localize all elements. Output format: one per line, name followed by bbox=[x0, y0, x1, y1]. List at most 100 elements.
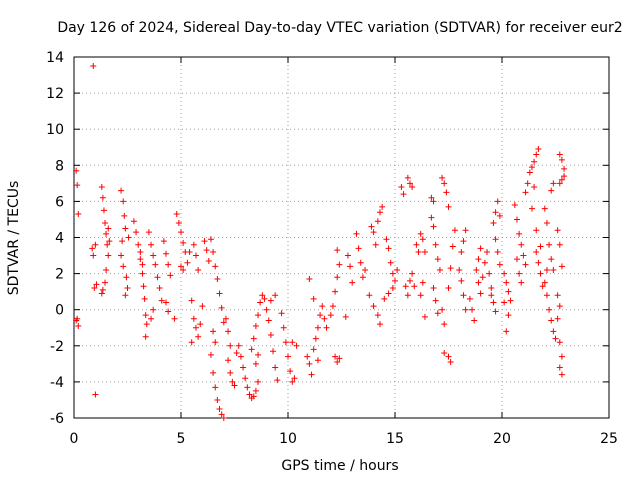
data-point bbox=[103, 230, 110, 237]
data-point bbox=[492, 308, 499, 315]
data-point bbox=[533, 248, 540, 255]
data-point bbox=[336, 261, 343, 268]
data-point bbox=[137, 256, 144, 263]
data-point bbox=[471, 317, 478, 324]
data-point bbox=[374, 312, 381, 319]
data-point bbox=[556, 241, 563, 248]
data-point bbox=[336, 355, 343, 362]
data-point bbox=[195, 333, 202, 340]
data-point bbox=[235, 342, 242, 349]
data-point bbox=[543, 292, 550, 299]
data-point bbox=[516, 230, 523, 237]
data-point bbox=[92, 241, 99, 248]
data-point bbox=[558, 263, 565, 270]
data-point bbox=[227, 369, 234, 376]
data-point bbox=[505, 312, 512, 319]
data-point bbox=[205, 257, 212, 264]
data-point bbox=[210, 369, 217, 376]
data-point bbox=[210, 328, 217, 335]
data-point bbox=[413, 241, 420, 248]
data-point bbox=[439, 306, 446, 313]
data-point bbox=[550, 328, 557, 335]
data-point bbox=[105, 252, 112, 259]
data-point bbox=[372, 241, 379, 248]
data-point bbox=[197, 321, 204, 328]
data-points bbox=[73, 63, 568, 421]
data-point bbox=[554, 315, 561, 322]
data-point bbox=[404, 292, 411, 299]
data-point bbox=[421, 248, 428, 255]
data-point bbox=[244, 384, 251, 391]
data-point bbox=[237, 353, 244, 360]
data-point bbox=[314, 357, 321, 364]
data-point bbox=[248, 346, 255, 353]
data-point bbox=[490, 299, 497, 306]
data-point bbox=[494, 198, 501, 205]
data-point bbox=[458, 248, 465, 255]
data-point bbox=[274, 377, 281, 384]
x-tick-label: 15 bbox=[386, 431, 404, 447]
data-point bbox=[526, 169, 533, 176]
data-point bbox=[445, 353, 452, 360]
data-point bbox=[533, 151, 540, 158]
data-point bbox=[188, 297, 195, 304]
data-point bbox=[106, 238, 113, 245]
data-point bbox=[103, 266, 110, 273]
data-point bbox=[123, 274, 130, 281]
data-point bbox=[524, 180, 531, 187]
data-point bbox=[203, 247, 210, 254]
data-point bbox=[212, 263, 219, 270]
data-point bbox=[139, 261, 146, 268]
data-point bbox=[148, 241, 155, 248]
data-point bbox=[370, 303, 377, 310]
data-point bbox=[332, 353, 339, 360]
y-tick-label: 0 bbox=[55, 303, 64, 319]
data-point bbox=[428, 194, 435, 201]
data-point bbox=[212, 384, 219, 391]
data-point bbox=[150, 306, 157, 313]
data-point bbox=[477, 245, 484, 252]
data-point bbox=[118, 187, 125, 194]
y-tick-label: 6 bbox=[55, 194, 64, 210]
data-point bbox=[492, 209, 499, 216]
data-point bbox=[216, 290, 223, 297]
data-point bbox=[520, 252, 527, 259]
data-point bbox=[214, 276, 221, 283]
data-point bbox=[285, 353, 291, 360]
data-point bbox=[120, 198, 127, 205]
data-point bbox=[406, 180, 413, 187]
data-point bbox=[188, 339, 195, 346]
data-point bbox=[561, 165, 568, 172]
data-point bbox=[513, 256, 520, 263]
data-point bbox=[165, 308, 172, 315]
data-point bbox=[488, 285, 495, 292]
data-point bbox=[417, 292, 424, 299]
data-point bbox=[528, 205, 535, 212]
data-point bbox=[227, 342, 234, 349]
data-point bbox=[441, 321, 448, 328]
data-point bbox=[199, 303, 206, 310]
data-point bbox=[419, 279, 426, 286]
data-point bbox=[210, 248, 217, 255]
data-point bbox=[398, 183, 405, 190]
data-point bbox=[441, 180, 448, 187]
data-point bbox=[293, 342, 300, 349]
y-tick-label: 12 bbox=[46, 86, 64, 102]
y-tick-label: 8 bbox=[55, 158, 64, 174]
data-point bbox=[503, 279, 510, 286]
data-point bbox=[432, 297, 439, 304]
data-point bbox=[505, 288, 512, 295]
data-point bbox=[102, 279, 109, 286]
x-tick-label: 5 bbox=[177, 431, 186, 447]
data-point bbox=[255, 378, 262, 385]
data-point bbox=[220, 415, 227, 421]
data-point bbox=[186, 248, 193, 255]
data-point bbox=[257, 299, 264, 306]
data-point bbox=[73, 317, 80, 324]
data-point bbox=[267, 331, 274, 338]
data-point bbox=[250, 393, 257, 400]
data-point bbox=[122, 292, 129, 299]
data-point bbox=[548, 187, 555, 194]
data-point bbox=[334, 274, 341, 281]
data-point bbox=[379, 203, 386, 210]
